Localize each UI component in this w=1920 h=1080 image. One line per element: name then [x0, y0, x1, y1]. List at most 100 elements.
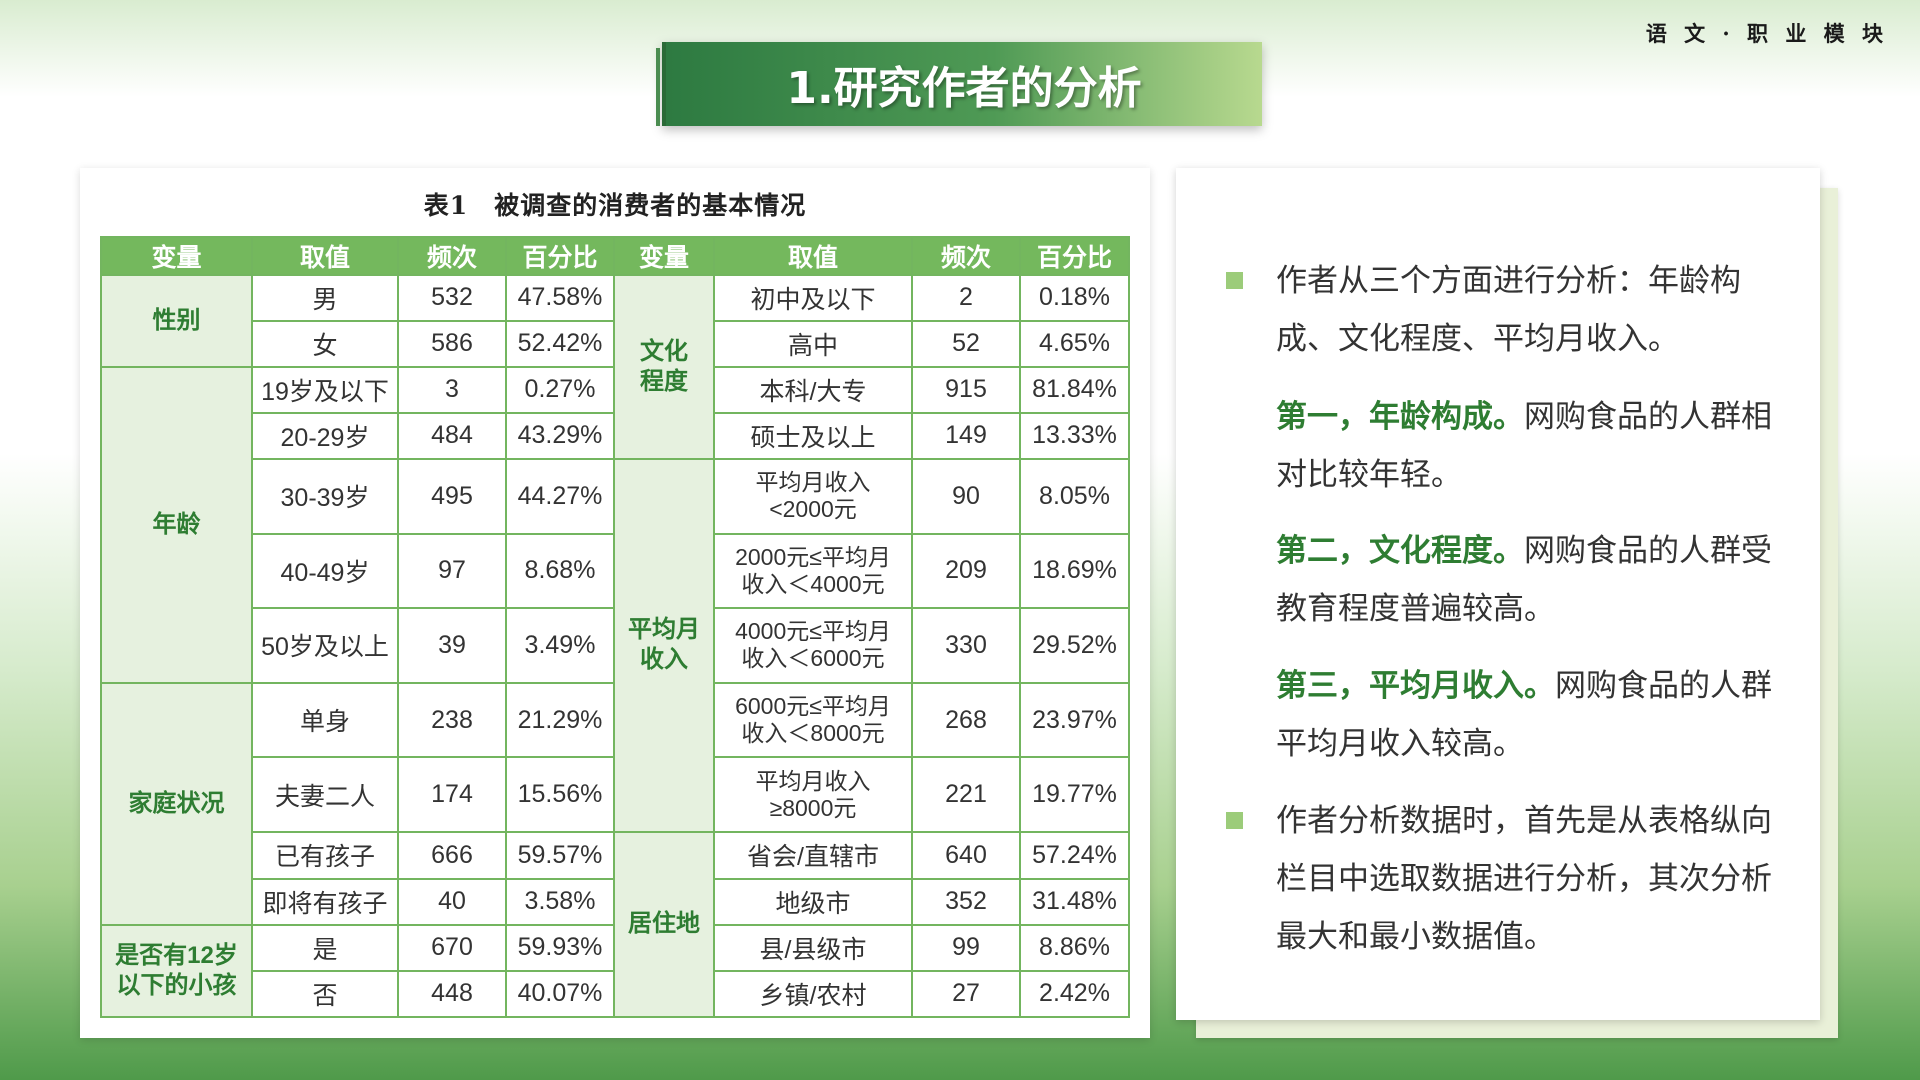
point-1-heading: 第一，年龄构成。 [1276, 399, 1524, 435]
point-1-text: 网购食品的人群相对比较年轻。 [1276, 399, 1772, 493]
freq-cell: 640 [911, 830, 1021, 880]
table-row: 已有孩子 666 59.57% 居住地 省会/直辖市 640 57.24% [101, 830, 1130, 1019]
header-cell: 百分比 [505, 236, 615, 276]
value-cell: 男 [251, 274, 399, 322]
value-cell: 即将有孩子 [251, 877, 399, 926]
analysis-point-3: 第三，平均月收入。网购食品的人群平均月收入较高。 [1276, 657, 1786, 773]
freq-cell: 330 [911, 607, 1021, 684]
pct-cell: 8.86% [1019, 923, 1130, 972]
header-cell: 频次 [397, 236, 507, 276]
consumer-table: 变量 取值 频次 百分比 变量 取值 频次 百分比 性别 男 532 47.58… [100, 236, 1130, 1019]
pct-cell: 59.93% [505, 923, 615, 972]
header-cell: 取值 [251, 236, 399, 276]
pct-cell: 31.48% [1019, 877, 1130, 926]
group-gender: 性别 [100, 274, 253, 368]
point-3-text: 网购食品的人群平均月收入较高。 [1276, 668, 1772, 762]
table-row: 性别 男 532 47.58% 文化程度 初中及以下 2 0.18% [100, 274, 1130, 460]
freq-cell: 532 [397, 274, 507, 322]
freq-cell: 670 [397, 923, 507, 972]
pct-cell: 3.58% [505, 877, 615, 926]
freq-cell: 209 [911, 532, 1021, 610]
value-cell: 初中及以下 [713, 274, 913, 322]
pct-cell: 4.65% [1019, 319, 1130, 368]
value-cell: 平均月收入<2000元 [713, 457, 913, 535]
pct-cell: 3.49% [505, 607, 615, 684]
value-cell: 本科/大专 [713, 365, 913, 414]
table-row: 40-49岁 97 8.68% 2000元≤平均月收入＜4000元 209 18… [101, 532, 1130, 610]
bullet-square-icon [1226, 272, 1243, 289]
freq-cell: 39 [397, 607, 507, 684]
table-row: 即将有孩子 40 3.58% 地级市 352 31.48% [101, 877, 1130, 926]
freq-cell: 3 [397, 365, 507, 414]
value-cell: 省会/直辖市 [713, 830, 913, 880]
freq-cell: 268 [911, 681, 1021, 759]
pct-cell: 47.58% [505, 274, 615, 322]
header-cell: 频次 [911, 236, 1021, 276]
table-row: 50岁及以上 39 3.49% 4000元≤平均月收入＜6000元 330 29… [101, 607, 1130, 684]
pct-cell: 19.77% [1019, 756, 1130, 833]
value-cell: 30-39岁 [251, 457, 399, 535]
group-children: 是否有12岁以下的小孩 [100, 923, 253, 1019]
freq-cell: 2 [911, 274, 1021, 322]
value-cell: 否 [251, 969, 399, 1019]
table-row: 20-29岁 484 43.29% 硕士及以上 149 13.33% [101, 411, 1130, 460]
value-cell: 40-49岁 [251, 532, 399, 610]
value-cell: 是 [251, 923, 399, 972]
pct-cell: 15.56% [505, 756, 615, 833]
pct-cell: 23.97% [1019, 681, 1130, 759]
bullet-square-icon [1226, 812, 1243, 829]
freq-cell: 352 [911, 877, 1021, 926]
freq-cell: 52 [911, 319, 1021, 368]
analysis-bullet-1: 作者从三个方面进行分析：年龄构成、文化程度、平均月收入。 [1276, 263, 1741, 357]
pct-cell: 43.29% [505, 411, 615, 460]
freq-cell: 666 [397, 830, 507, 880]
pct-cell: 18.69% [1019, 532, 1130, 610]
value-cell: 6000元≤平均月收入＜8000元 [713, 681, 913, 759]
value-cell: 已有孩子 [251, 830, 399, 880]
freq-cell: 484 [397, 411, 507, 460]
table-row: 女 586 52.42% 高中 52 4.65% [101, 319, 1130, 368]
header-cell: 取值 [713, 236, 913, 276]
pct-cell: 2.42% [1019, 969, 1130, 1019]
freq-cell: 99 [911, 923, 1021, 972]
freq-cell: 174 [397, 756, 507, 833]
table-row: 夫妻二人 174 15.56% 平均月收入≥8000元 221 19.77% [101, 756, 1130, 833]
point-2-heading: 第二，文化程度。 [1276, 533, 1524, 569]
pct-cell: 40.07% [505, 969, 615, 1019]
pct-cell: 44.27% [505, 457, 615, 535]
point-3-heading: 第三，平均月收入。 [1276, 668, 1555, 704]
table-row: 家庭状况 单身 238 21.29% 6000元≤平均月收入＜8000元 268… [100, 681, 1130, 926]
analysis-point-1: 第一，年龄构成。网购食品的人群相对比较年轻。 [1276, 388, 1786, 504]
freq-cell: 90 [911, 457, 1021, 535]
freq-cell: 586 [397, 319, 507, 368]
value-cell: 乡镇/农村 [713, 969, 913, 1019]
analysis-card: 作者从三个方面进行分析：年龄构成、文化程度、平均月收入。 第一，年龄构成。网购食… [1176, 168, 1820, 1020]
pct-cell: 59.57% [505, 830, 615, 880]
value-cell: 硕士及以上 [713, 411, 913, 460]
value-cell: 2000元≤平均月收入＜4000元 [713, 532, 913, 610]
pct-cell: 8.05% [1019, 457, 1130, 535]
pct-cell: 52.42% [505, 319, 615, 368]
value-cell: 19岁及以下 [251, 365, 399, 414]
header-cell: 变量 [100, 236, 253, 276]
value-cell: 地级市 [713, 877, 913, 926]
freq-cell: 27 [911, 969, 1021, 1019]
group-family: 家庭状况 [100, 681, 253, 926]
group-education: 文化程度 [613, 274, 715, 460]
group-income: 平均月收入 [613, 457, 715, 833]
point-2-text: 网购食品的人群受教育程度普遍较高。 [1276, 533, 1772, 627]
freq-cell: 97 [397, 532, 507, 610]
value-cell: 女 [251, 319, 399, 368]
freq-cell: 495 [397, 457, 507, 535]
value-cell: 县/县级市 [713, 923, 913, 972]
pct-cell: 57.24% [1019, 830, 1130, 880]
value-cell: 平均月收入≥8000元 [713, 756, 913, 833]
pct-cell: 0.27% [505, 365, 615, 414]
pct-cell: 0.18% [1019, 274, 1130, 322]
analysis-point-2: 第二，文化程度。网购食品的人群受教育程度普遍较高。 [1276, 522, 1786, 638]
page-title: 1.研究作者的分析 [786, 63, 1142, 114]
value-cell: 高中 [713, 319, 913, 368]
table-row: 否 448 40.07% 乡镇/农村 27 2.42% [101, 969, 1130, 1019]
value-cell: 单身 [251, 681, 399, 759]
freq-cell: 238 [397, 681, 507, 759]
